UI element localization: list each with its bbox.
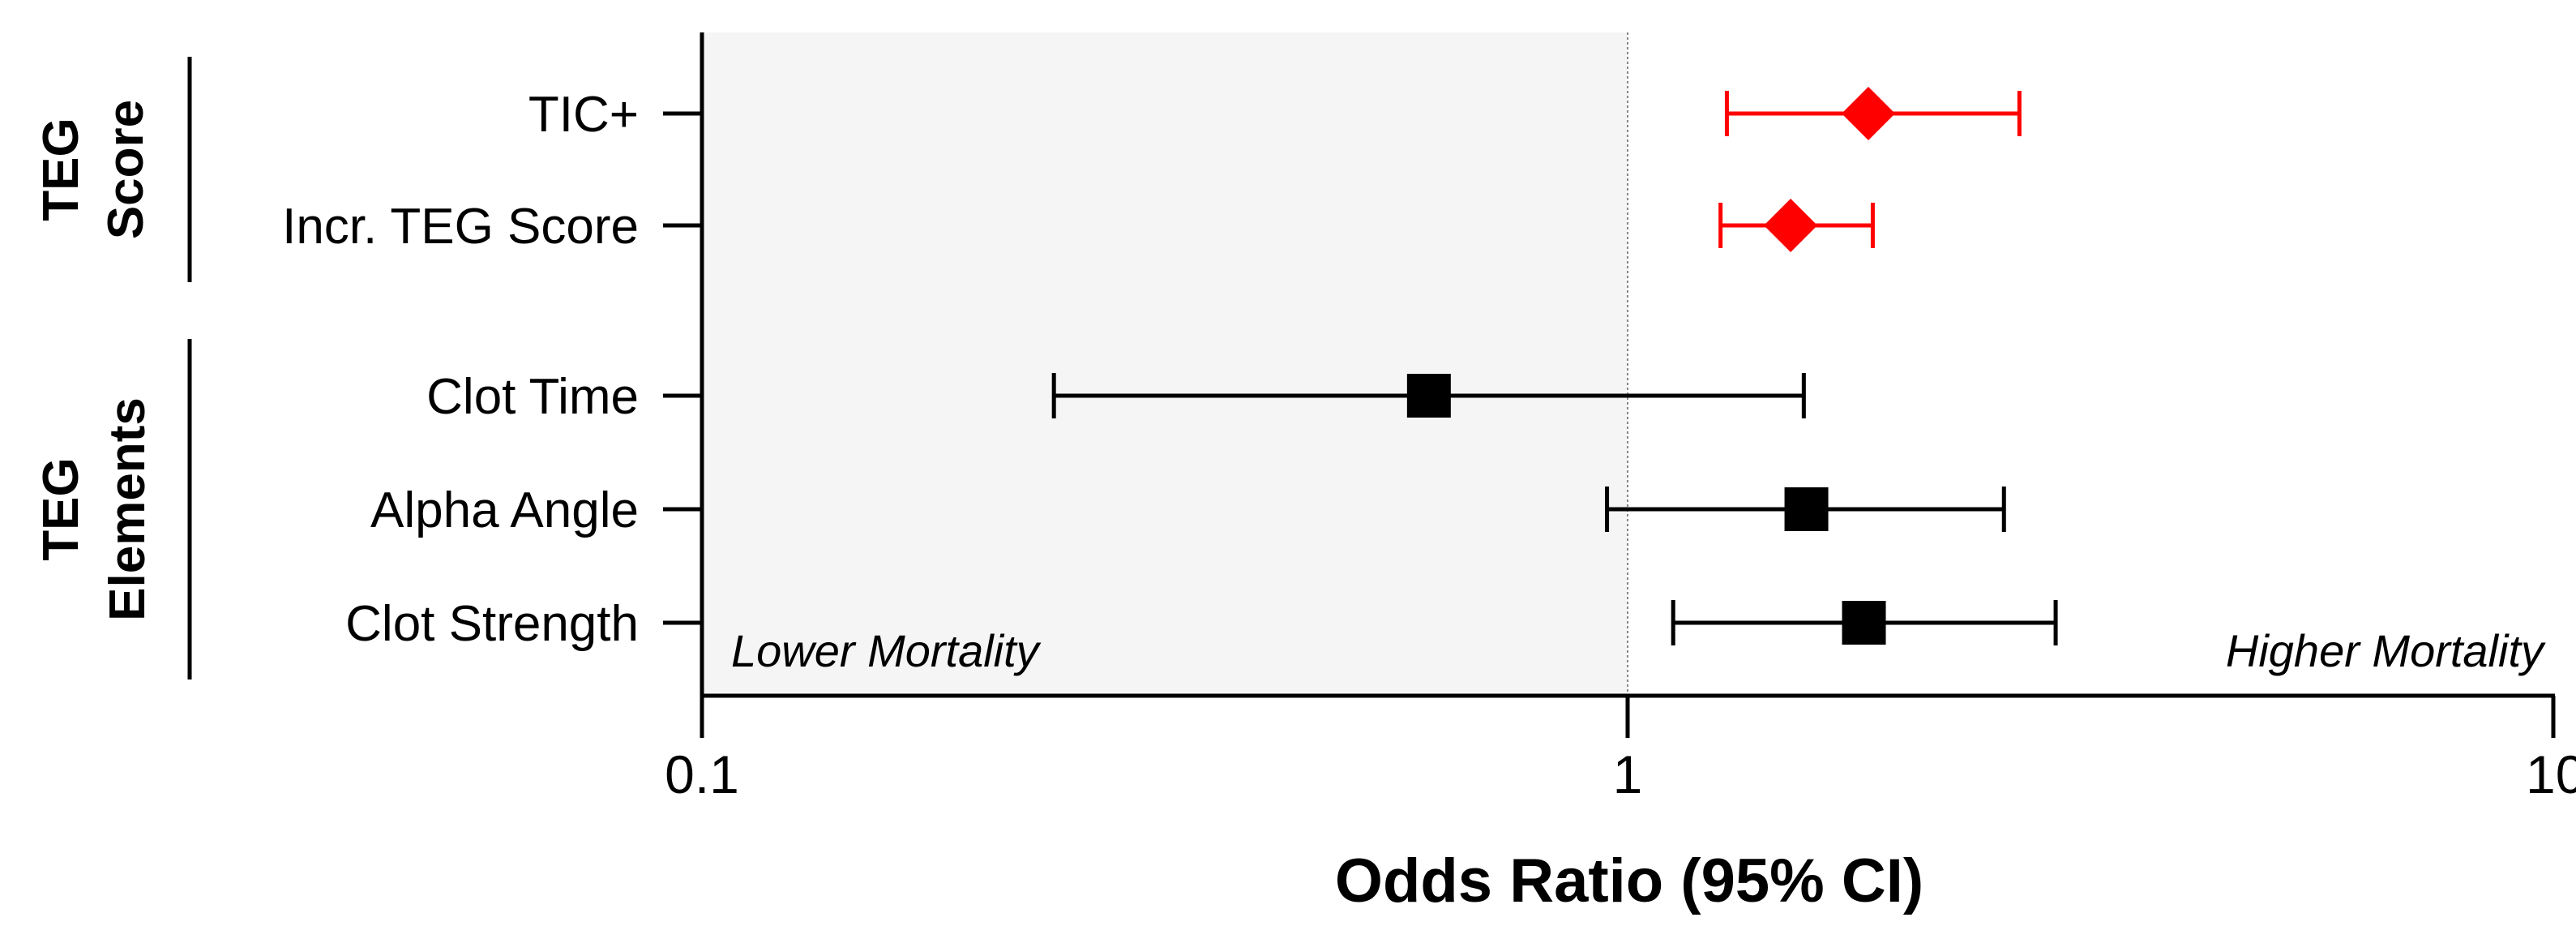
point-estimate-square bbox=[1784, 487, 1829, 531]
row-label: Incr. TEG Score bbox=[282, 199, 639, 255]
row-label: Clot Strength bbox=[345, 596, 639, 652]
group-label-line: Elements bbox=[100, 397, 156, 621]
row-label: TIC+ bbox=[528, 87, 639, 143]
lower-region-shade bbox=[702, 32, 1628, 696]
group-label-line: TEG bbox=[33, 118, 89, 221]
plot-background-layer bbox=[702, 32, 1628, 696]
x-tick-label: 1 bbox=[1613, 744, 1643, 804]
group-label-line: TEG bbox=[33, 457, 89, 560]
region-label-left: Lower Mortality bbox=[731, 625, 1042, 676]
plot-rows-layer bbox=[1051, 87, 2058, 645]
point-estimate-square bbox=[1406, 374, 1451, 418]
point-estimate-square bbox=[1842, 601, 1886, 645]
row-label: Clot Time bbox=[426, 369, 639, 425]
plot-axes-layer bbox=[663, 32, 2556, 738]
point-estimate-diamond bbox=[1764, 199, 1818, 252]
x-tick-label: 0.1 bbox=[665, 744, 739, 804]
x-tick-label: 10 bbox=[2526, 744, 2576, 804]
x-axis-title: Odds Ratio (95% CI) bbox=[1335, 847, 1923, 915]
point-estimate-diamond bbox=[1842, 87, 1896, 140]
group-label-line: Score bbox=[98, 100, 154, 239]
row-label: Alpha Angle bbox=[370, 482, 639, 538]
plot-text-layer: 0.1 1 10 Odds Ratio (95% CI) Lower Mortality… bbox=[282, 87, 2576, 915]
region-label-right: Higher Mortality bbox=[2226, 625, 2546, 676]
